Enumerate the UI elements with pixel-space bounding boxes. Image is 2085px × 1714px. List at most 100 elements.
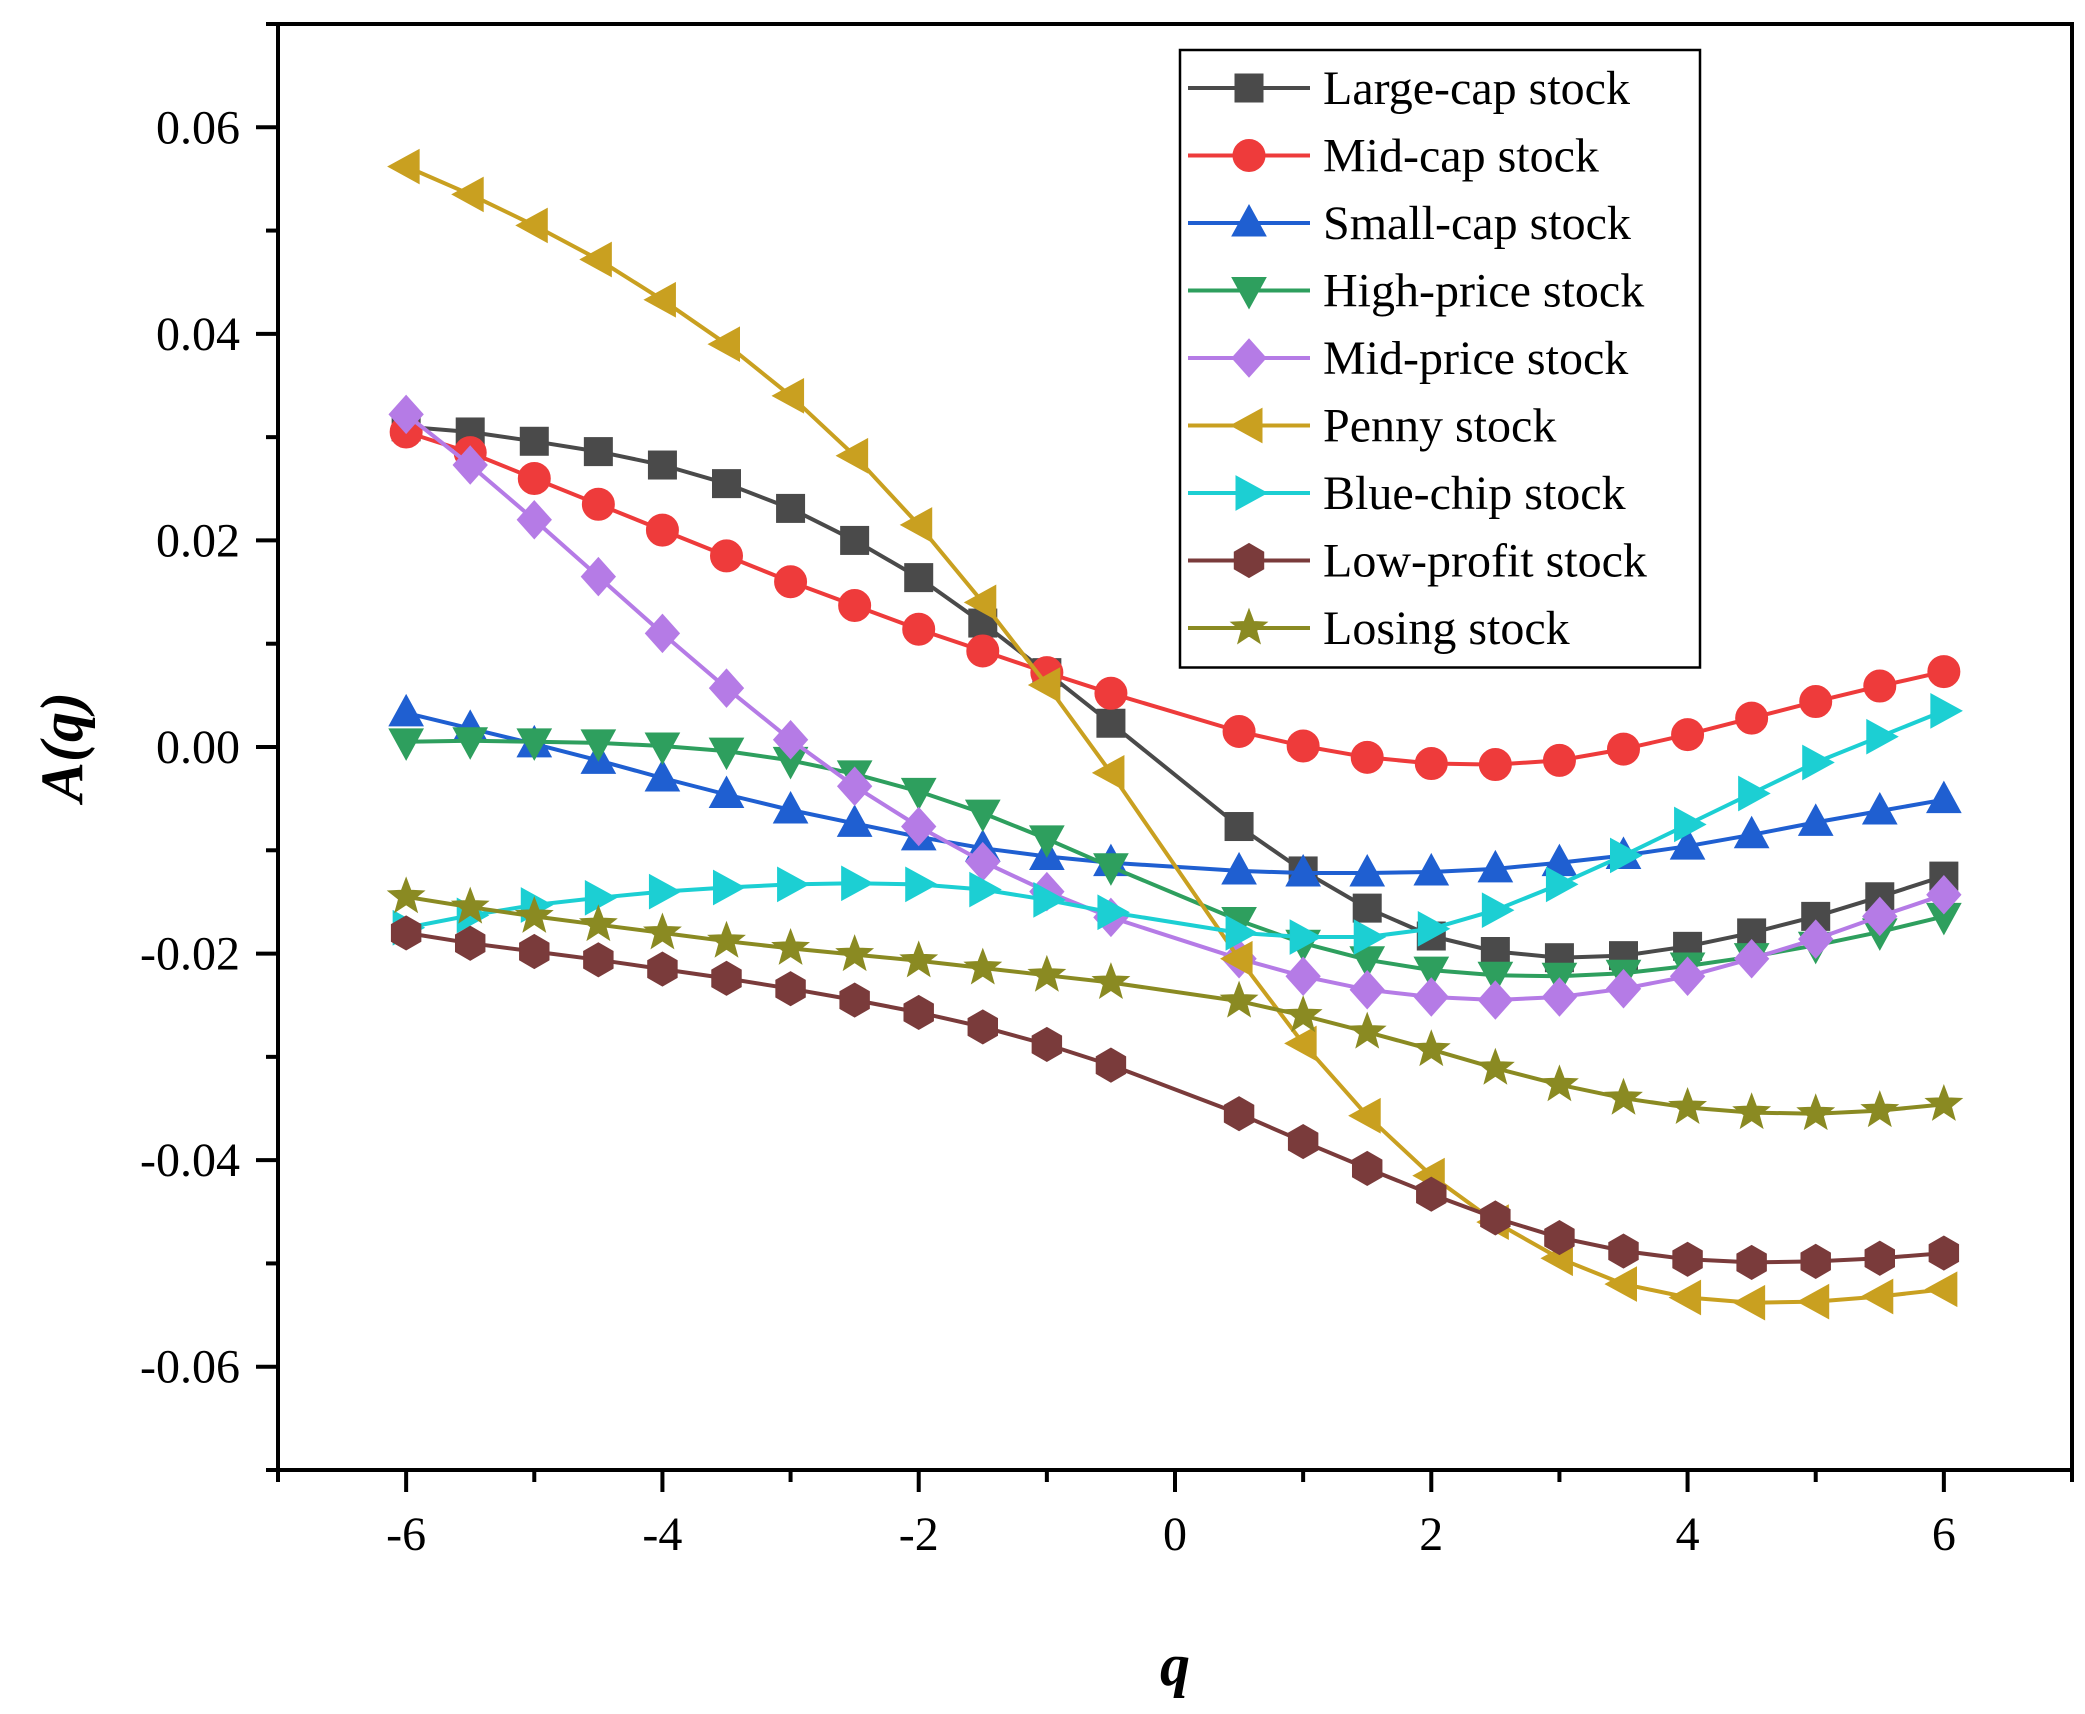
- data-point: [1349, 853, 1386, 887]
- data-point: [1219, 980, 1259, 1018]
- legend-marker: [1232, 139, 1266, 172]
- data-point: [1668, 1279, 1702, 1316]
- data-point: [835, 934, 875, 972]
- data-point: [1349, 969, 1385, 1010]
- data-point: [1930, 693, 1963, 729]
- data-point: [967, 1009, 999, 1045]
- data-point: [1545, 866, 1579, 903]
- data-point: [516, 728, 553, 761]
- data-point: [777, 866, 810, 903]
- data-point: [1796, 1093, 1836, 1131]
- data-point: [1799, 685, 1833, 719]
- legend-item-low-profit-stock: Low-profit stock: [1188, 535, 1647, 588]
- data-point: [1924, 1083, 1964, 1121]
- legend-item-blue-chip-stock: Blue-chip stock: [1188, 467, 1626, 520]
- data-point: [1797, 803, 1834, 836]
- data-point: [517, 461, 551, 495]
- data-point: [966, 634, 1000, 668]
- data-point: [1097, 894, 1130, 931]
- data-point: [1798, 919, 1834, 959]
- series-mid-cap-stock: [389, 415, 1961, 782]
- data-point: [388, 394, 424, 435]
- data-point: [579, 241, 612, 278]
- data-point: [645, 513, 679, 547]
- x-tick-label: 2: [1419, 1508, 1443, 1561]
- data-point: [1347, 1011, 1387, 1049]
- data-point: [710, 539, 743, 573]
- data-point: [707, 326, 740, 363]
- data-point: [1289, 919, 1323, 955]
- data-point: [1475, 1047, 1515, 1085]
- legend-label: Large-cap stock: [1323, 62, 1630, 115]
- data-point: [1863, 669, 1897, 703]
- data-point: [583, 942, 614, 978]
- data-point: [839, 982, 870, 1018]
- data-point: [1733, 938, 1770, 979]
- legend-label: Small-cap stock: [1323, 197, 1631, 250]
- data-point: [713, 869, 746, 906]
- data-point: [1413, 977, 1449, 1017]
- x-tick-label: -4: [642, 1508, 682, 1561]
- data-point: [1029, 825, 1065, 858]
- series-low-profit-stock: [390, 915, 1960, 1280]
- data-point: [1095, 1047, 1127, 1083]
- legend-label: Mid-cap stock: [1323, 130, 1599, 183]
- data-point: [1350, 740, 1384, 774]
- legend-marker: [1229, 407, 1263, 444]
- data-point: [386, 876, 426, 914]
- series-losing-stock: [386, 876, 1964, 1131]
- axes-layer: -6 -4 -2 0 2 4 6 -0.06 -0.04 -0.02 0.00 0.02 0.04 0.0…: [140, 22, 2074, 1561]
- data-point: [964, 799, 1001, 833]
- y-tick-label: -0.02: [140, 928, 240, 981]
- data-point: [1093, 853, 1129, 886]
- data-point: [580, 556, 617, 597]
- legend-marker: [1231, 203, 1267, 237]
- y-tick-label: 0.02: [156, 514, 240, 567]
- data-point: [1860, 1278, 1894, 1315]
- data-point: [1225, 915, 1259, 951]
- legend-item-mid-cap-stock: Mid-cap stock: [1188, 130, 1599, 183]
- data-point: [1608, 1233, 1639, 1269]
- data-point: [899, 507, 933, 543]
- data-point: [515, 207, 548, 244]
- data-point: [388, 693, 424, 727]
- x-tick-label: 4: [1676, 1508, 1700, 1561]
- data-point: [454, 925, 486, 961]
- data-point: [1861, 791, 1898, 825]
- data-point: [1478, 748, 1512, 782]
- data-point: [647, 450, 677, 480]
- data-point: [452, 727, 489, 760]
- data-point: [1027, 954, 1067, 992]
- data-point: [644, 758, 681, 792]
- data-point: [901, 806, 937, 847]
- data-point: [1672, 1241, 1703, 1277]
- data-point: [1091, 754, 1125, 791]
- data-point: [388, 728, 424, 761]
- series-penny-stock: [387, 148, 1958, 1321]
- data-point: [904, 563, 934, 593]
- y-tick-label: 0.06: [156, 101, 240, 154]
- data-point: [838, 588, 872, 622]
- data-point: [1222, 715, 1256, 749]
- legend: Large-cap stock Mid-cap stock Small-cap st…: [1178, 48, 1702, 669]
- data-point: [451, 176, 484, 213]
- data-point: [1094, 676, 1128, 710]
- legend-label: Losing stock: [1323, 602, 1570, 655]
- data-point: [1285, 853, 1321, 887]
- data-point: [903, 994, 934, 1031]
- data-point: [644, 613, 681, 654]
- data-point: [580, 729, 617, 762]
- y-tick-label: -0.06: [140, 1341, 240, 1394]
- data-point: [708, 775, 745, 809]
- y-tick-label: 0.00: [156, 721, 240, 774]
- data-point: [1544, 1220, 1575, 1256]
- x-axis-title: q: [1160, 1632, 1190, 1698]
- data-point: [1732, 1092, 1772, 1130]
- data-point: [648, 873, 682, 910]
- data-point: [1926, 874, 1962, 915]
- data-point: [1353, 919, 1387, 955]
- legend-item-large-cap-stock: Large-cap stock: [1188, 62, 1630, 115]
- data-point: [1605, 968, 1642, 1009]
- data-point: [836, 766, 873, 806]
